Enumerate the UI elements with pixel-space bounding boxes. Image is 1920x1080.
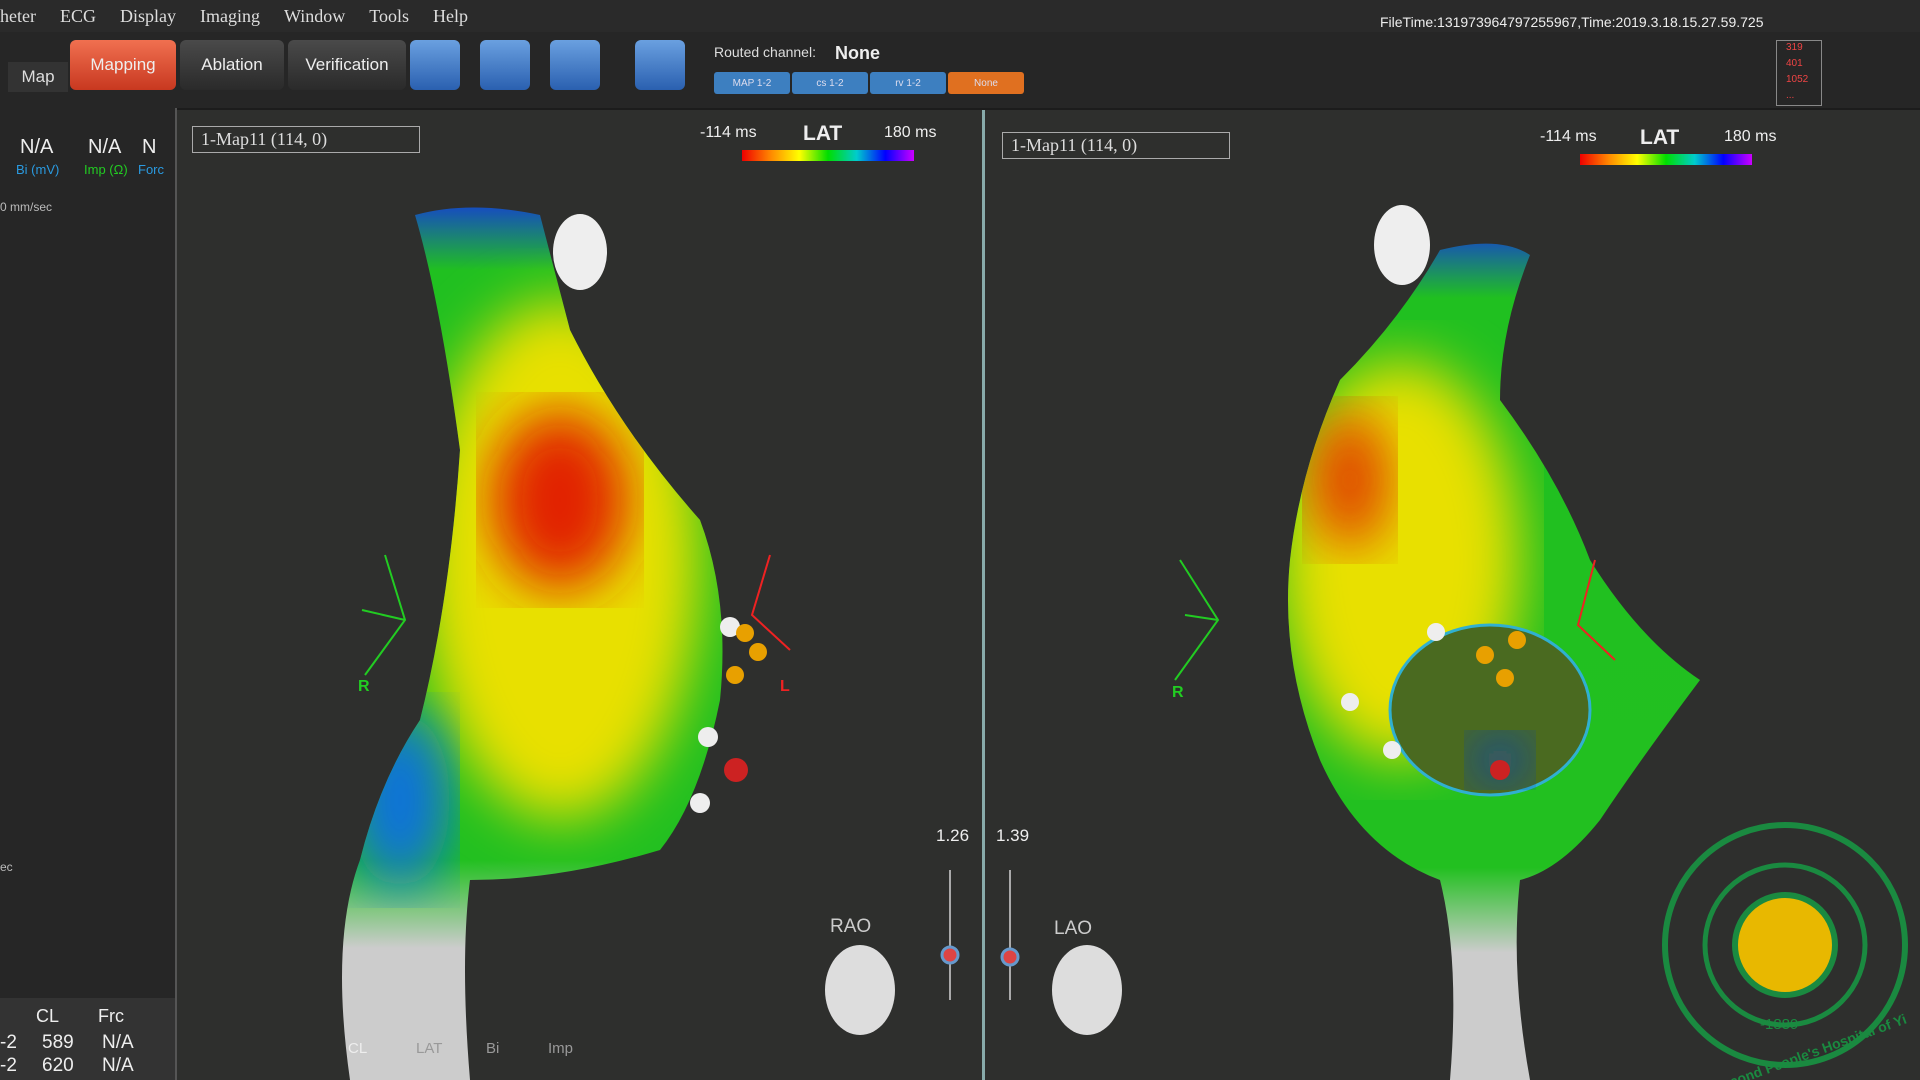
routed-value: None [835,43,880,63]
status-value: 1052 [1786,74,1809,85]
menu-item[interactable]: Window [283,5,346,26]
table-panel [0,998,175,1080]
sweep-speed: 0 mm/sec [0,200,53,214]
readout-value: N [142,136,157,158]
sweep-label: ec [0,860,13,874]
logo [1732,892,1838,998]
bottom-tab[interactable]: Imp [548,1040,574,1057]
electrodes [690,617,1445,813]
zoom-slider [949,870,1011,1000]
orientation-l: L [780,678,790,695]
file-time: FileTime:131973964797255967,Time:2019.3.… [1380,14,1764,30]
menu-item[interactable]: Tools [369,5,410,26]
bottom-tab[interactable]: LAT [416,1040,443,1057]
colorbar-max: 180 ms [1724,128,1777,145]
bottom-tab[interactable]: CL [348,1040,368,1057]
readout-label: Bi (mV) [16,162,60,177]
readout-value: N/A [88,136,122,158]
zoom-value: 1.39 [996,826,1030,845]
table-header: CL [36,1006,60,1026]
logo [1662,822,1908,1068]
zoom-knob [940,945,1020,967]
table-cell: -2 [0,1032,17,1053]
menu-item[interactable]: heter [0,5,36,26]
toolbar-button[interactable]: Mapping [70,40,176,90]
status-box [1776,40,1822,106]
table-cell: N/A [102,1032,134,1053]
channel-button[interactable]: rv 1-2 [870,72,946,94]
channel-button[interactable]: cs 1-2 [792,72,868,94]
colorbar-title: LAT [1640,126,1680,149]
channel-button[interactable]: None [948,72,1024,94]
table-cell: 620 [42,1055,74,1076]
table-cell: 589 [42,1032,74,1053]
axis-marker [750,554,1616,661]
map-tab[interactable]: Map [8,62,68,92]
toolbar-icon[interactable] [635,40,685,90]
routed-label: Routed channel: [714,44,816,60]
menu-item[interactable]: Help [433,5,469,26]
status-value: ... [1786,90,1795,101]
orientation-r: R [358,678,370,695]
zoom-value: 1.26 [936,826,970,845]
divider [982,110,985,1080]
view-label: LAO [1054,918,1093,939]
colorbar-min: -114 ms [1540,128,1597,145]
table-cell: -2 [0,1055,17,1076]
colorbar-max: 180 ms [884,124,937,141]
colorbar-title: LAT [803,122,843,145]
face-icon [1374,205,1430,285]
status-value: 319 [1786,42,1803,53]
menu-item[interactable]: Imaging [199,5,260,26]
colorbar [742,150,914,161]
left-panel [0,108,177,1080]
table-cell: N/A [102,1055,134,1076]
axis-marker [361,554,1220,681]
readout-label: Forc [138,162,164,177]
electrodes [726,624,1526,687]
heart-map [342,207,723,1080]
table-header: Frc [98,1006,124,1026]
logo [1702,862,1868,1028]
menu-bar: heter ECG Display Imaging Window Tools Help [0,0,1920,32]
colorbar-min: -114 ms [700,124,757,141]
readout-label: Imp (Ω) [84,162,128,177]
bottom-tab[interactable]: Bi [486,1040,500,1057]
readout-value: N/A [20,136,54,158]
electrodes [724,758,1510,782]
view-label: RAO [830,916,872,937]
map-selector[interactable]: 1-Map11 (114, 0) [192,126,420,153]
orientation-heart [825,945,895,1035]
toolbar-button[interactable]: Verification [288,40,406,90]
face-icon [553,214,607,290]
menu-item[interactable]: Display [119,5,176,26]
toolbar-icon[interactable] [410,40,460,90]
menu-item[interactable]: ECG [59,5,96,26]
channel-button[interactable]: MAP 1-2 [714,72,790,94]
orientation-r: R [1172,684,1184,701]
logo-year: -1889- [1760,1016,1804,1033]
toolbar-icon[interactable] [480,40,530,90]
colorbar [1580,154,1752,165]
map-selector[interactable]: 1-Map11 (114, 0) [1002,132,1230,159]
toolbar-button[interactable]: Ablation [180,40,284,90]
status-value: 401 [1786,58,1803,69]
orientation-heart [1052,945,1122,1035]
toolbar-icon[interactable] [550,40,600,90]
